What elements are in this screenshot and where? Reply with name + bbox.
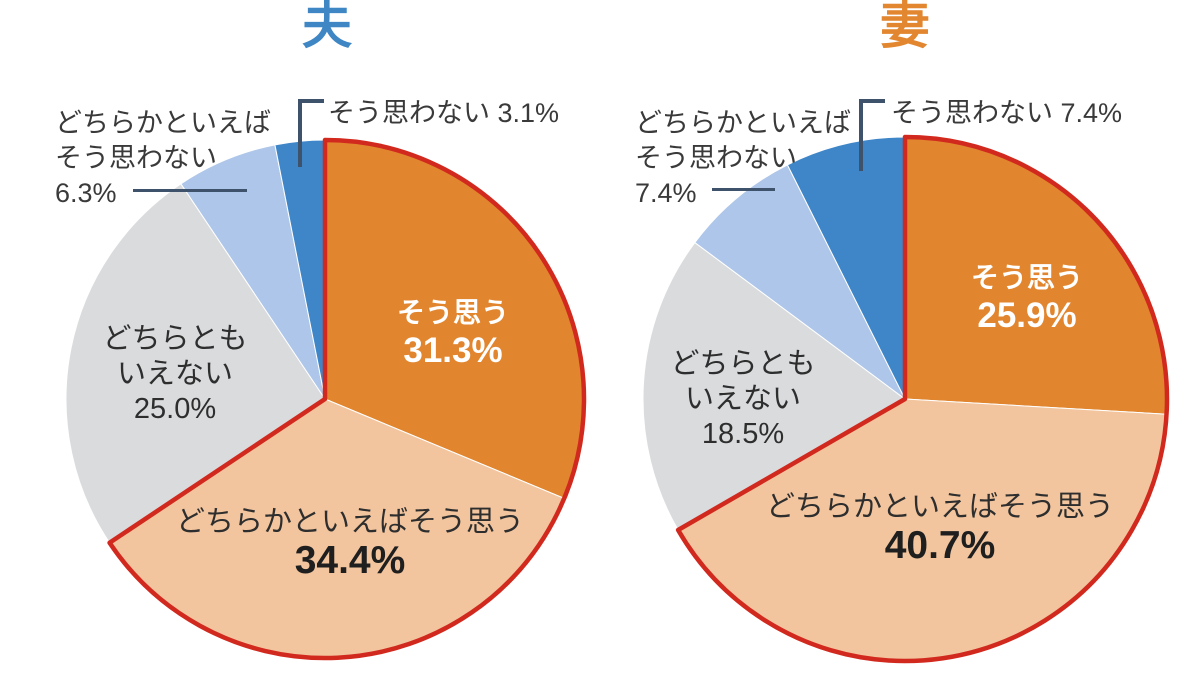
slice-label-husband-somewhat-agree: どちらかといえばそう思う 34.4%	[175, 506, 525, 582]
agree-highlight-outline	[107, 137, 587, 661]
pie-slice-2	[65, 183, 326, 544]
slice-label-wife-agree: そう思う 25.9%	[970, 262, 1084, 335]
pie-wife	[642, 134, 1170, 664]
leader-elbow-v-wife	[859, 99, 863, 171]
callout-line1: どちらかといえば	[55, 108, 271, 138]
agree-highlight-outline	[675, 134, 1170, 664]
chart-title-husband: 夫	[302, 0, 352, 54]
callout-wife-somewhat-disagree: どちらかといえば そう思わない 7.4%	[635, 106, 851, 211]
leader-elbow-h-husband	[298, 99, 324, 103]
callout-wife-disagree: そう思わない 7.4%	[891, 91, 1122, 130]
pie-slice-4	[786, 136, 906, 400]
pie-slice-2	[642, 241, 906, 531]
leader-elbow-h-wife	[859, 99, 885, 103]
callout-pct: 6.3%	[55, 178, 117, 208]
chart-title-wife: 妻	[880, 0, 930, 54]
callout-line2: そう思わない	[55, 143, 217, 173]
callout-husband-disagree: そう思わない 3.1%	[328, 91, 559, 130]
slice-label-wife-neither: どちらとも いえない 18.5%	[670, 348, 816, 450]
pie-slice-3	[694, 164, 906, 400]
callout-line2: そう思わない	[635, 143, 797, 173]
leader-line-husband-somewhat-disagree	[133, 189, 247, 192]
slice-label-wife-somewhat-agree: どちらかといえばそう思う 40.7%	[765, 491, 1115, 567]
leader-line-wife-somewhat-disagree	[712, 188, 775, 191]
callout-line1: どちらかといえば	[635, 108, 851, 138]
callout-text: そう思わない	[891, 98, 1053, 128]
slice-label-husband-agree: そう思う 31.3%	[396, 297, 510, 370]
callout-pct: 3.1%	[497, 98, 560, 128]
slice-label-husband-neither: どちらとも いえない 25.0%	[102, 323, 248, 425]
callout-pct: 7.4%	[635, 178, 697, 208]
pie-husband	[65, 137, 587, 661]
callout-husband-somewhat-disagree: どちらかといえば そう思わない 6.3%	[55, 106, 271, 211]
callout-text: そう思わない	[328, 98, 490, 128]
callout-pct: 7.4%	[1060, 98, 1123, 128]
leader-elbow-v-husband	[298, 99, 302, 167]
